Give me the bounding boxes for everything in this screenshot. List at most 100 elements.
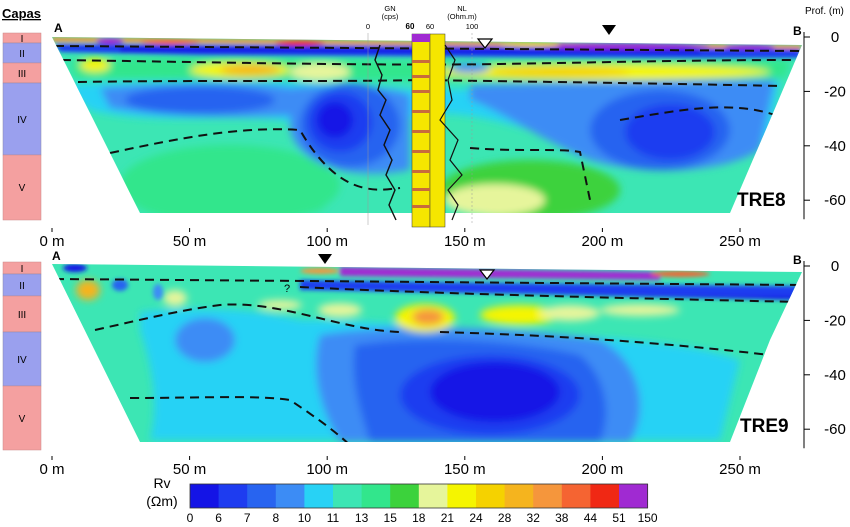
gn-unit: (cps) <box>382 12 399 21</box>
colorbar-tick-label: 11 <box>327 511 340 525</box>
colorbar-tick-label: 44 <box>584 511 598 525</box>
section-tre8: GN (cps) 0 60 NL (Ohm.m) 60 100 A B Prof… <box>39 4 845 250</box>
colorbar-swatch <box>504 484 534 508</box>
x-axis: 0 m 50 m 100 m 150 m 200 m 250 m <box>39 456 761 478</box>
colorbar-tick-label: 0 <box>187 511 194 525</box>
gn-label: GN <box>384 4 395 13</box>
y-tick-label: -40 <box>824 367 846 384</box>
colorbar-swatch <box>447 484 477 508</box>
colorbar-swatch <box>190 484 220 508</box>
layer-label-iv: IV <box>17 355 27 366</box>
nl-unit: (Ohm.m) <box>447 12 477 21</box>
point-a-label: A <box>52 249 61 263</box>
colorbar-label: Rv <box>153 475 170 491</box>
colorbar-tick-label: 6 <box>215 511 222 525</box>
nl-tick-100: 100 <box>466 22 479 31</box>
layer-swatch-v <box>2 154 42 221</box>
colorbar-tick-label: 24 <box>469 511 483 525</box>
x-tick-label: 250 m <box>719 233 761 250</box>
open-triangle-marker <box>476 38 494 49</box>
colorbar-tick-label: 21 <box>441 511 455 525</box>
colorbar-swatch <box>561 484 591 508</box>
layer-swatch-iv <box>2 331 42 387</box>
layer-label-v: V <box>19 414 26 425</box>
colorbar: Rv (Ωm) 0 6 7 8 10 11 13 15 18 21 24 28 32 38 44 51 150 <box>146 475 658 525</box>
y-tick-label: -20 <box>824 83 846 100</box>
x-tick-label: 150 m <box>444 233 486 250</box>
nl-tick-60: 60 <box>426 22 434 31</box>
colorbar-swatch <box>218 484 248 508</box>
layer-label-iii: III <box>18 69 26 80</box>
section-tre9: ? A B TRE9 0 m 50 m 100 m 150 m 200 m 250 m 0… <box>39 249 845 478</box>
solid-triangle-marker <box>602 25 616 35</box>
colorbar-swatch <box>590 484 620 508</box>
colorbar-swatch <box>533 484 563 508</box>
colorbar-tick-label: 13 <box>355 511 369 525</box>
nl-label: NL <box>457 4 467 13</box>
colorbar-tick-label: 51 <box>612 511 626 525</box>
uncertain-marker: ? <box>284 283 290 295</box>
colorbar-swatch <box>418 484 448 508</box>
colorbar-tick-label: 28 <box>498 511 512 525</box>
point-a-label: A <box>54 21 63 35</box>
x-tick-label: 0 m <box>39 233 64 250</box>
colorbar-swatch <box>304 484 334 508</box>
colorbar-swatch <box>247 484 277 508</box>
colorbar-tick-label: 32 <box>527 511 541 525</box>
x-tick-label: 200 m <box>582 233 624 250</box>
colorbar-swatch <box>361 484 391 508</box>
x-tick-label: 50 m <box>173 233 206 250</box>
layer-swatch-iv <box>2 82 42 156</box>
colorbar-tick-label: 7 <box>244 511 251 525</box>
point-b-label: B <box>793 24 802 38</box>
layer-swatch-iii <box>2 295 42 333</box>
layer-label-i: I <box>21 264 24 275</box>
y-axis: 0 -20 -40 -60 <box>803 29 846 220</box>
layer-label-iii: III <box>18 310 26 321</box>
colorbar-tick-label: 150 <box>638 511 658 525</box>
y-tick-label: -40 <box>824 138 846 155</box>
section-title: TRE8 <box>737 190 786 211</box>
y-tick-label: -60 <box>824 192 846 209</box>
solid-triangle-marker <box>318 254 332 264</box>
layer-swatch-v <box>2 385 42 451</box>
colorbar-swatch <box>275 484 305 508</box>
colorbar-tick-label: 15 <box>384 511 398 525</box>
depth-axis-label: Prof. (m) <box>805 6 844 17</box>
colorbar-tick-label: 10 <box>298 511 312 525</box>
layer-label-ii: II <box>19 49 25 60</box>
gn-tick-0: 0 <box>366 22 370 31</box>
y-axis: 0 -20 -40 -60 <box>803 258 846 449</box>
x-tick-label: 100 m <box>306 461 348 478</box>
layer-label-i: I <box>21 34 24 45</box>
y-tick-label: 0 <box>831 258 839 275</box>
colorbar-frame <box>189 483 649 509</box>
x-tick-label: 0 m <box>39 461 64 478</box>
colorbar-swatch <box>390 484 420 508</box>
section-title: TRE9 <box>740 416 789 437</box>
colorbar-unit: (Ωm) <box>146 493 177 509</box>
x-tick-label: 100 m <box>306 233 348 250</box>
x-axis: 0 m 50 m 100 m 150 m 200 m 250 m <box>39 228 761 250</box>
colorbar-tick-label: 38 <box>555 511 569 525</box>
point-b-label: B <box>793 253 802 267</box>
x-tick-label: 50 m <box>173 461 206 478</box>
colorbar-swatch <box>333 484 363 508</box>
gn-tick-60: 60 <box>406 22 415 31</box>
layer-label-ii: II <box>19 281 25 292</box>
colorbar-tick-label: 18 <box>412 511 426 525</box>
x-tick-label: 250 m <box>719 461 761 478</box>
x-tick-label: 150 m <box>444 461 486 478</box>
y-tick-label: 0 <box>831 29 839 46</box>
layer-label-v: V <box>19 183 26 194</box>
borehole-log <box>367 33 473 228</box>
colorbar-swatch <box>619 484 649 508</box>
layers-header: Capas <box>2 6 41 21</box>
open-triangle-marker <box>478 269 496 280</box>
y-tick-label: -20 <box>824 312 846 329</box>
y-tick-label: -60 <box>824 421 846 438</box>
colorbar-swatch <box>476 484 506 508</box>
layer-label-iv: IV <box>17 115 27 126</box>
x-tick-label: 200 m <box>582 461 624 478</box>
